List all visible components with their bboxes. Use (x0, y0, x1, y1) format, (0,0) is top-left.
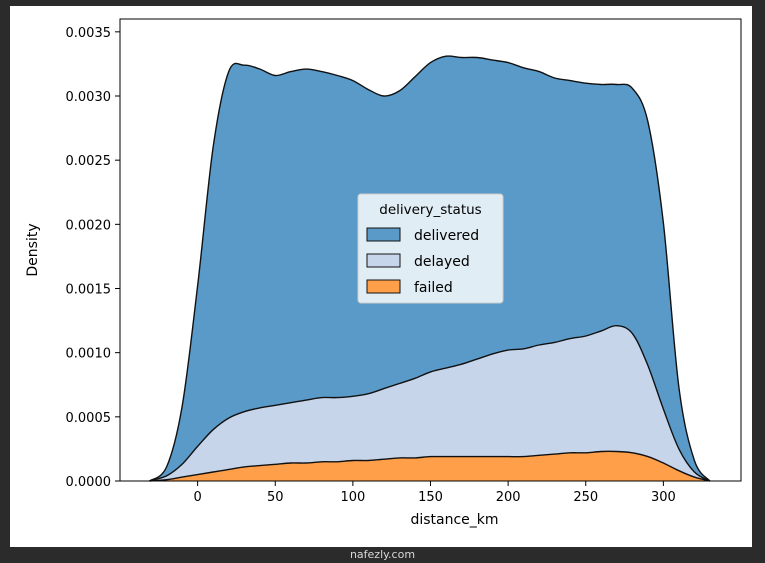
y-axis-label: Density (25, 223, 41, 276)
legend-label-failed: failed (414, 280, 453, 296)
x-tick-label: 250 (573, 490, 598, 505)
y-tick-label: 0.0025 (66, 154, 112, 169)
y-tick-label: 0.0010 (66, 347, 112, 362)
x-tick-label: 300 (651, 490, 676, 505)
outline-delayed (149, 324, 711, 482)
x-tick-label: 100 (340, 490, 365, 505)
watermark-text: nafezly.com (349, 548, 416, 561)
x-tick-label: 150 (418, 490, 443, 505)
legend-label-delayed: delayed (414, 254, 470, 270)
y-tick-label: 0.0030 (66, 90, 112, 105)
outline-failed (149, 450, 711, 482)
legend-swatch-delayed (366, 253, 401, 268)
y-tick-label: 0.0035 (66, 26, 112, 41)
y-tick-label: 0.0020 (66, 218, 112, 233)
legend-swatch-failed (366, 279, 401, 294)
area-failed (149, 451, 710, 481)
legend-title: delivery_status (379, 202, 481, 218)
legend-box (357, 193, 504, 304)
density-chart: 0 50 100 150 200 250 300 0.0000 0.0005 0.0010 0.00… (25, 18, 742, 528)
legend-swatch-delivered (366, 227, 401, 242)
x-tick-label: 200 (496, 490, 521, 505)
y-tick-label: 0.0015 (66, 283, 112, 298)
y-tick-label: 0.0000 (66, 475, 112, 490)
y-tick-label: 0.0005 (66, 411, 112, 426)
area-delayed (149, 325, 710, 481)
x-tick-label: 0 (193, 490, 201, 505)
chart-figure: 0 50 100 150 200 250 300 0.0000 0.0005 0.0010 0.00… (10, 6, 752, 547)
legend-label-delivered: delivered (414, 228, 479, 244)
outline-delivered (149, 55, 711, 482)
x-tick-label: 50 (267, 490, 284, 505)
x-axis-label: distance_km (410, 512, 498, 528)
